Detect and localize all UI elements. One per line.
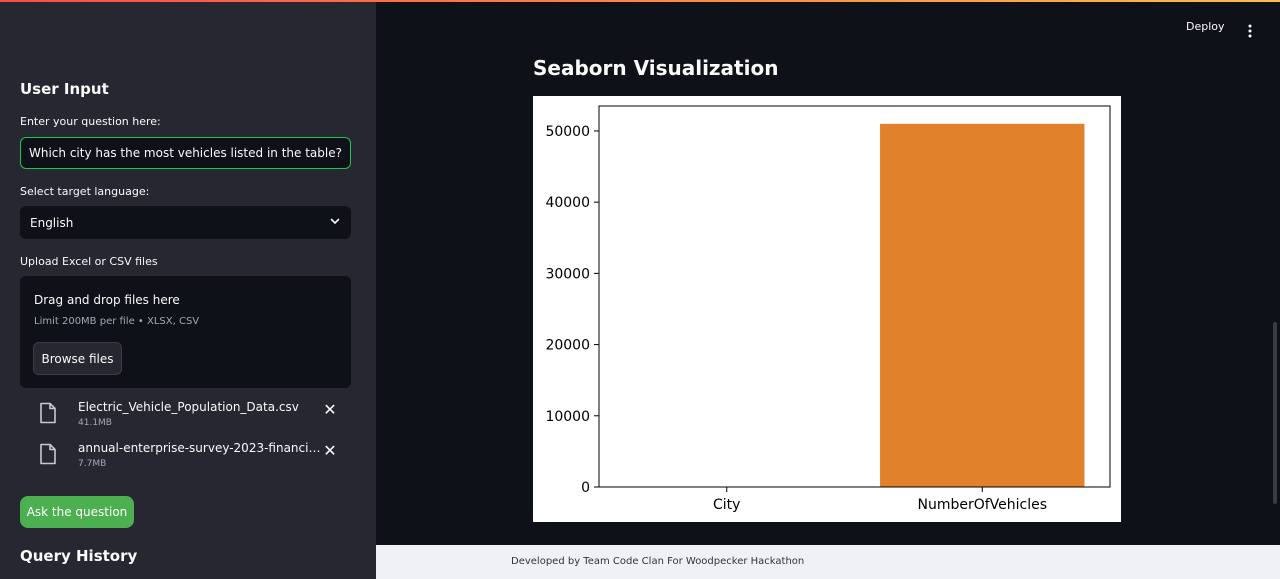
y-tick-label: 20000 [545, 338, 590, 354]
main-content: Deploy Seaborn Visualization City NumberO… [376, 2, 1280, 545]
upload-label: Upload Excel or CSV files [20, 255, 158, 268]
close-icon[interactable]: ✕ [323, 441, 337, 460]
page-title: Seaborn Visualization [533, 56, 779, 80]
close-icon[interactable]: ✕ [323, 400, 337, 419]
y-tick-label: 0 [581, 480, 590, 496]
x-tick-label: NumberOfVehicles [917, 497, 1047, 513]
dropzone-title: Drag and drop files here [34, 293, 180, 307]
file-icon [38, 402, 58, 428]
scrollbar[interactable] [1273, 322, 1277, 504]
uploaded-file-item: annual-enterprise-survey-2023-financial-… [38, 441, 338, 477]
dropzone-limit: Limit 200MB per file • XLSX, CSV [34, 316, 200, 327]
y-tick-label: 30000 [545, 266, 590, 282]
chevron-down-icon [329, 215, 341, 230]
file-dropzone[interactable]: Drag and drop files here Limit 200MB per… [20, 276, 351, 388]
footer-text: Developed by Team Code Clan For Woodpeck… [511, 556, 805, 567]
y-tick-label: 40000 [545, 195, 590, 211]
language-label: Select target language: [20, 185, 150, 198]
browse-files-button[interactable]: Browse files [33, 342, 122, 375]
y-tick-label: 50000 [545, 124, 590, 140]
language-select[interactable]: English [20, 206, 351, 239]
footer: Developed by Team Code Clan For Woodpeck… [376, 545, 1280, 579]
seaborn-chart: City NumberOfVehicles 0 10000 20000 30000 4000… [533, 96, 1121, 522]
chart-frame [598, 105, 1111, 488]
sidebar-title: User Input [20, 80, 109, 98]
bar-chart: City NumberOfVehicles 0 10000 20000 30000 4000… [545, 105, 1111, 513]
file-name: annual-enterprise-survey-2023-financial-… [78, 441, 322, 455]
uploaded-file-item: Electric_Vehicle_Population_Data.csv 41.… [38, 400, 338, 436]
question-input[interactable] [20, 137, 351, 169]
query-history-title: Query History [20, 547, 138, 565]
more-options-icon[interactable] [1244, 23, 1256, 38]
y-tick-label: 10000 [545, 409, 590, 425]
deploy-button[interactable]: Deploy [1186, 20, 1225, 33]
top-accent-bar [0, 0, 1280, 2]
file-size: 7.7MB [78, 459, 107, 469]
ask-question-button[interactable]: Ask the question [20, 496, 134, 528]
sidebar: User Input Enter your question here: Sel… [0, 2, 376, 579]
question-label: Enter your question here: [20, 115, 161, 128]
chart-bar [880, 123, 1085, 487]
language-select-value: English [30, 215, 74, 230]
file-name: Electric_Vehicle_Population_Data.csv [78, 400, 299, 414]
file-size: 41.1MB [78, 418, 112, 428]
file-icon [38, 443, 58, 469]
x-tick-label: City [713, 497, 740, 513]
